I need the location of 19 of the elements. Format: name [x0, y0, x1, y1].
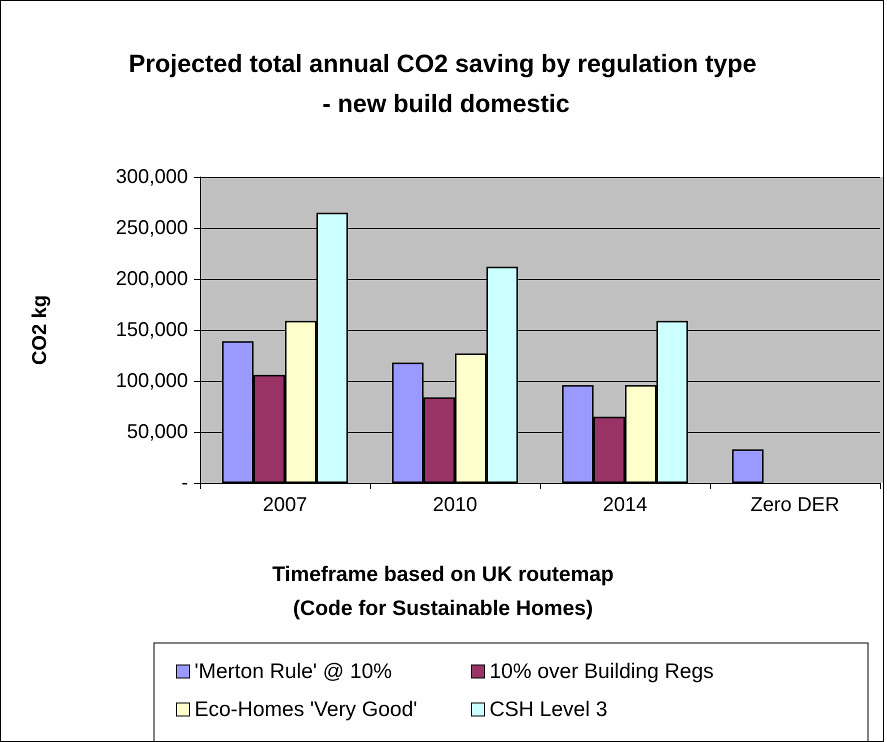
y-tick-label: 200,000: [116, 268, 188, 290]
y-tick-label: 50,000: [126, 421, 188, 443]
x-tick-label: 2014: [602, 494, 648, 516]
y-tick-label: 100,000: [116, 370, 188, 392]
y-axis-title: CO2 kg: [29, 294, 51, 366]
y-tick-label: 150,000: [116, 319, 188, 341]
x-tick-label: Zero DER: [750, 494, 840, 516]
legend-label: 'Merton Rule' @ 10%: [194, 660, 392, 683]
y-tick-label: -: [181, 472, 188, 494]
bar: [732, 449, 764, 483]
y-tick-label: 300,000: [116, 166, 188, 188]
legend-label: CSH Level 3: [490, 698, 608, 721]
x-axis-title: Timeframe based on UK routemap (Code for Sustainable Homes): [272, 563, 614, 620]
x-tick-label: 2010: [432, 494, 478, 516]
legend-label: Eco-Homes 'Very Good': [194, 698, 418, 721]
legend-label: 10% over Building Regs: [490, 660, 714, 683]
x-tick-label: 2007: [262, 494, 308, 516]
y-tick-label: 250,000: [116, 217, 188, 239]
chart-title: Projected total annual CO2 saving by regulation type - new build domestic: [128, 50, 764, 118]
